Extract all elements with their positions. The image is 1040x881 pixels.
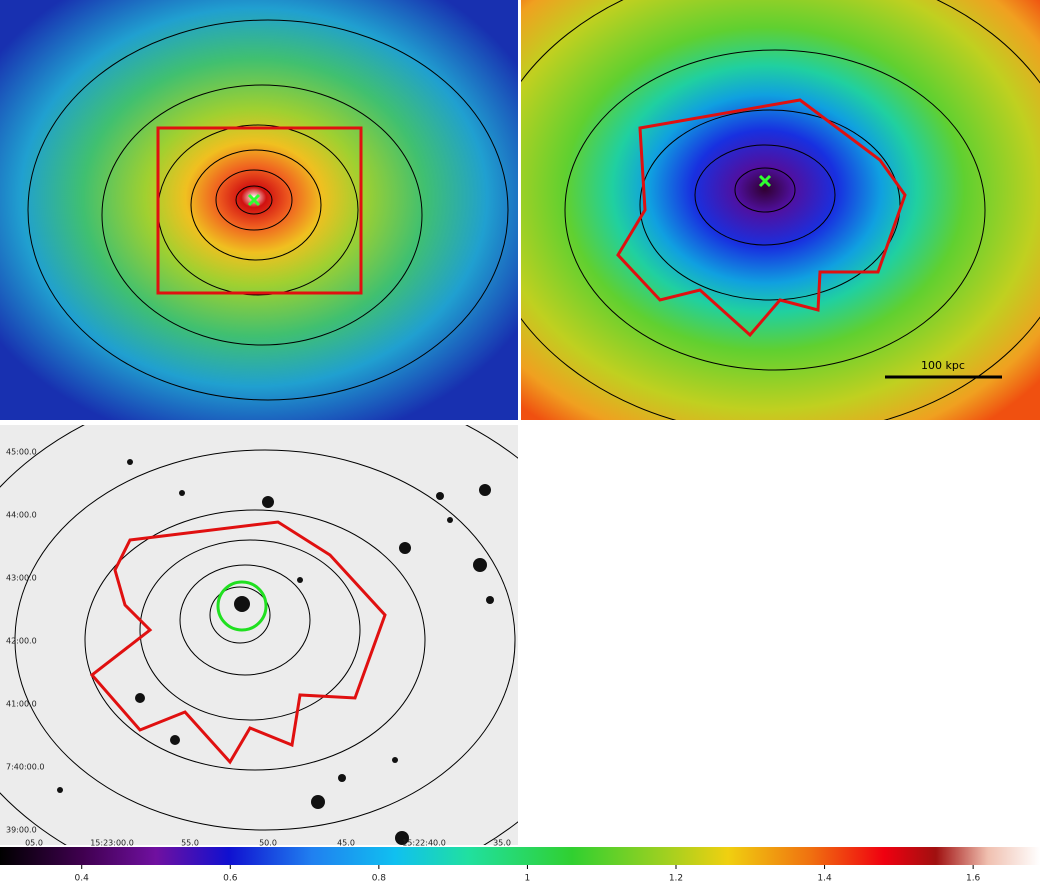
scale-bar-label: 100 kpc — [921, 359, 965, 372]
colorbar-tick-label: 1 — [525, 874, 531, 881]
colorbar-tick-label: 1.4 — [817, 874, 832, 881]
x-label: 15:22:40.0 — [402, 839, 446, 848]
colorbar-tick-label: 1.2 — [669, 874, 683, 881]
colorbar-ticks: 0.4 0.6 0.8 1 1.2 1.4 1.6 — [75, 865, 981, 881]
y-label: 42:00.0 — [6, 637, 37, 646]
xray-panel — [0, 0, 518, 420]
x-label: 55.0 — [181, 839, 199, 848]
colorbar — [0, 847, 1040, 865]
y-label: 44:00.0 — [6, 511, 37, 520]
x-label: 50.0 — [259, 839, 277, 848]
colorbar-tick-label: 0.8 — [372, 874, 387, 881]
x-label: 15:23:00.0 — [90, 839, 134, 848]
x-label: 05.0 — [25, 839, 43, 848]
colorbar-tick-label: 0.6 — [223, 874, 238, 881]
temperature-panel: 100 kpc — [521, 0, 1040, 420]
y-labels: 45:00.0 44:00.0 43:00.0 42:00.0 41:00.0 7:40:… — [6, 448, 44, 835]
colorbar-tick-label: 1.6 — [966, 874, 981, 881]
x-label: 35.0 — [493, 839, 511, 848]
colorbar-tick-label: 0.4 — [75, 874, 90, 881]
y-label: 45:00.0 — [6, 448, 37, 457]
y-label: 7:40:00.0 — [6, 763, 44, 772]
y-label: 43:00.0 — [6, 574, 37, 583]
x-labels: 05.0 15:23:00.0 55.0 50.0 45.0 15:22:40.0 35.0 — [25, 839, 511, 848]
x-label: 45.0 — [337, 839, 355, 848]
y-label: 41:00.0 — [6, 700, 37, 709]
optical-panel — [0, 425, 518, 845]
y-label: 39:00.0 — [6, 826, 37, 835]
